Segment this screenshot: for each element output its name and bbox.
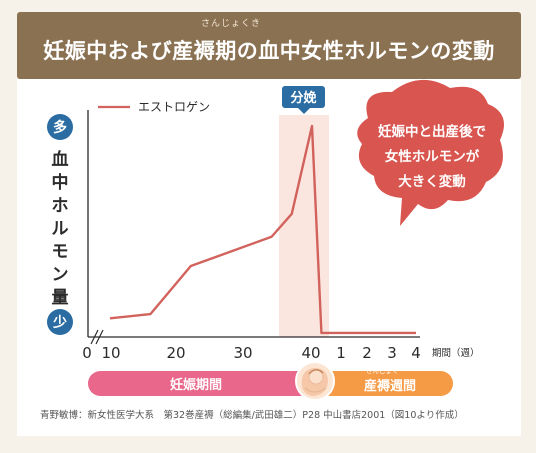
baby-illustration-icon: [295, 361, 335, 401]
x-tick-label-postpartum-3: 3: [387, 344, 397, 362]
delivery-highlight-band: [279, 115, 329, 337]
y-high-badge: [47, 114, 73, 140]
x-tick-label-postpartum-2: 2: [362, 344, 372, 362]
y-low-label: 少: [52, 314, 67, 331]
source-citation: 青野敏博：新女性医学大系 第32巻産褥（総編集/武田雄二）P28 中山書店200…: [40, 410, 464, 421]
callout-line-1: 妊娠中と出産後で: [378, 123, 486, 140]
legend-label: エストロゲン: [138, 100, 210, 114]
x-tick-label-postpartum-1: 1: [336, 344, 346, 362]
x-tick-label-0: 0: [82, 344, 92, 362]
title-banner: さんじょくき 妊娠中および産褥期の血中女性ホルモンの変動: [17, 12, 521, 79]
axis-break-mark-1: [90, 329, 99, 345]
x-tick-label-10: 10: [101, 344, 120, 362]
y-axis-label-char: モ: [52, 242, 69, 262]
postpartum-period-ruby: さんじょく: [366, 367, 399, 375]
x-tick-labels: 0 10 20 30 40 1 2 3 4: [82, 344, 421, 362]
y-axis-label-char: 中: [52, 172, 69, 193]
x-tick-label-40: 40: [301, 344, 320, 362]
title-ruby: さんじょくき: [201, 19, 262, 29]
estrogen-line: [109, 124, 416, 335]
axis-break-mark-2: [95, 329, 104, 345]
page-title: 妊娠中および産褥期の血中女性ホルモンの変動: [43, 39, 495, 63]
x-tick-label-30: 30: [233, 344, 252, 362]
y-axis-label-char: ホ: [52, 196, 69, 216]
y-axis-label-char: 量: [52, 287, 69, 308]
y-axis-label-char: ル: [52, 219, 69, 239]
callout-bubble: [357, 79, 504, 227]
x-tick-label-20: 20: [166, 344, 185, 362]
pregnancy-period-bar: [88, 371, 318, 396]
x-tick-label-postpartum-4: 4: [411, 344, 421, 362]
y-axis-label-char: 血: [52, 149, 69, 170]
pregnancy-period-label: 妊娠期間: [170, 377, 222, 393]
postpartum-period-label: 産褥週間: [364, 378, 416, 394]
y-high-label: 多: [53, 119, 67, 136]
postpartum-period-bar: [306, 371, 453, 396]
x-axis-label: 期間（週）: [432, 347, 480, 359]
delivery-badge: [282, 86, 325, 108]
y-axis-label-char: ン: [52, 265, 69, 285]
y-low-badge: [47, 309, 73, 335]
delivery-badge-label: 分娩: [290, 90, 316, 106]
delivery-badge-pointer: [298, 108, 310, 114]
callout-line-2: 女性ホルモンが: [385, 148, 480, 165]
callout-line-3: 大きく変動: [398, 173, 466, 190]
